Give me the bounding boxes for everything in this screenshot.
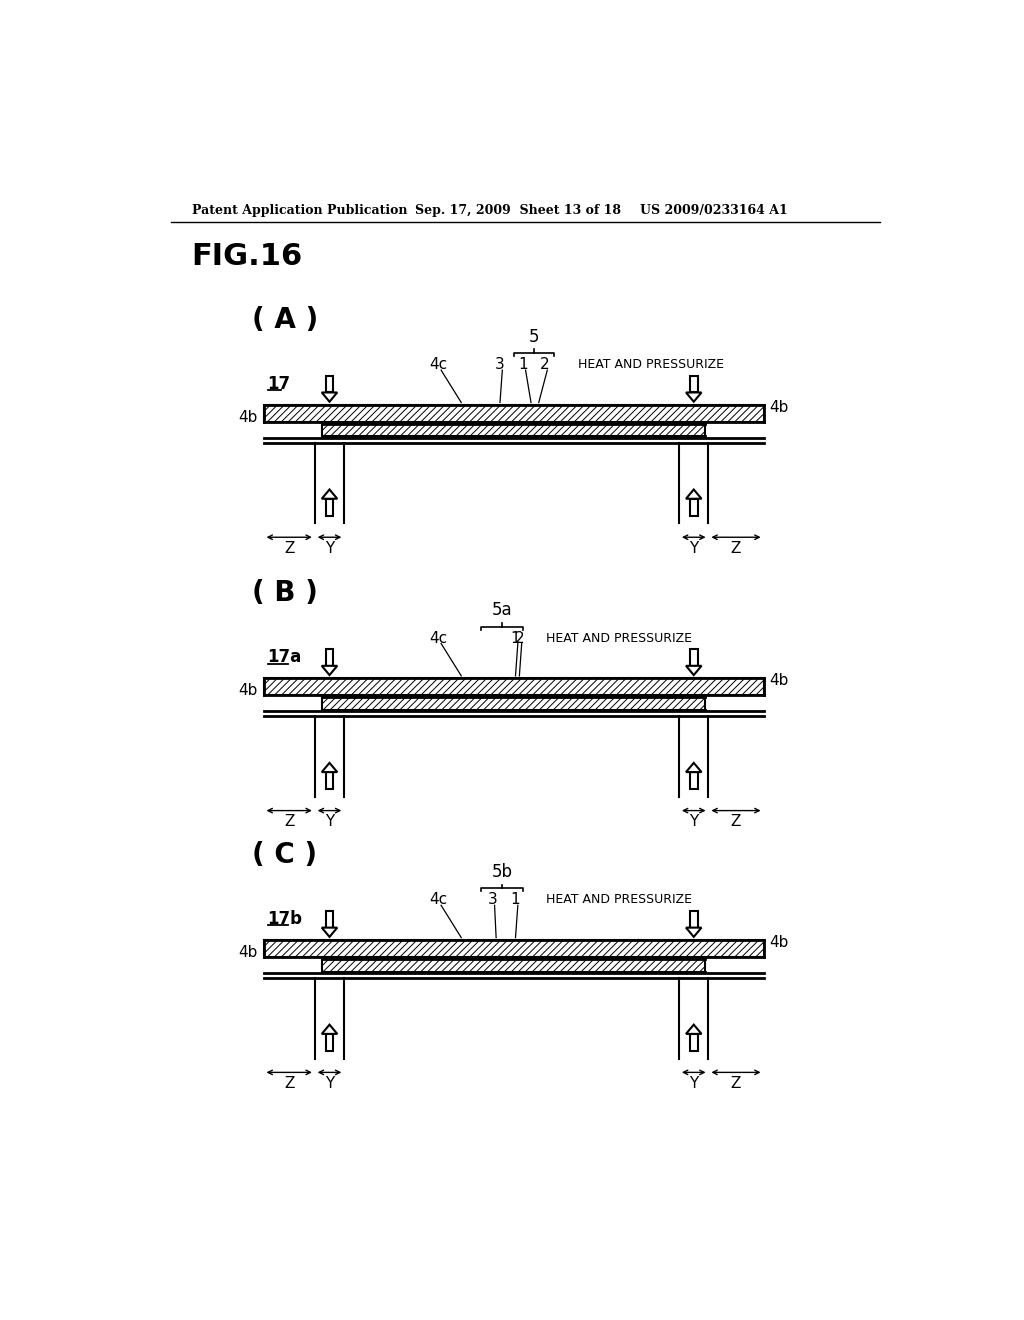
Text: 1: 1 <box>511 892 520 907</box>
Bar <box>690 772 697 789</box>
Text: ( C ): ( C ) <box>252 841 317 870</box>
Bar <box>690 499 697 516</box>
Polygon shape <box>322 763 337 772</box>
Text: Z: Z <box>284 540 294 556</box>
Text: 3: 3 <box>487 892 497 907</box>
Bar <box>326 375 334 392</box>
Text: Y: Y <box>689 814 698 829</box>
Text: Patent Application Publication: Patent Application Publication <box>191 205 408 218</box>
Text: ( B ): ( B ) <box>252 579 317 607</box>
Polygon shape <box>686 1024 701 1034</box>
Text: 17b: 17b <box>267 911 302 928</box>
Text: US 2009/0233164 A1: US 2009/0233164 A1 <box>640 205 787 218</box>
Text: Z: Z <box>731 540 741 556</box>
Bar <box>263 940 764 957</box>
Polygon shape <box>322 665 337 675</box>
Bar <box>690 375 697 392</box>
Bar <box>322 960 706 972</box>
Text: FIG.16: FIG.16 <box>191 243 303 272</box>
Text: Y: Y <box>689 540 698 556</box>
Text: Y: Y <box>325 1076 334 1090</box>
Text: 4b: 4b <box>770 400 790 414</box>
Text: HEAT AND PRESSURIZE: HEAT AND PRESSURIZE <box>547 894 692 907</box>
Polygon shape <box>686 763 701 772</box>
Text: 4c: 4c <box>429 892 447 907</box>
Text: ( A ): ( A ) <box>252 306 318 334</box>
Text: 4b: 4b <box>238 409 257 425</box>
Bar <box>326 1034 334 1051</box>
Text: 2: 2 <box>540 358 550 372</box>
Bar <box>690 649 697 665</box>
Bar <box>326 772 334 789</box>
Bar <box>326 499 334 516</box>
Polygon shape <box>322 392 337 401</box>
Text: 1: 1 <box>511 631 520 645</box>
Polygon shape <box>322 928 337 937</box>
Text: 4b: 4b <box>238 682 257 698</box>
Bar <box>326 911 334 928</box>
Bar <box>322 697 706 710</box>
Text: 4c: 4c <box>429 631 447 645</box>
Text: HEAT AND PRESSURIZE: HEAT AND PRESSURIZE <box>578 358 724 371</box>
Polygon shape <box>686 392 701 401</box>
Bar <box>322 424 706 437</box>
Text: 5b: 5b <box>492 863 512 882</box>
Text: Y: Y <box>325 540 334 556</box>
Text: 4c: 4c <box>429 358 447 372</box>
Text: 3: 3 <box>496 358 505 372</box>
Bar <box>690 1034 697 1051</box>
Text: Z: Z <box>731 1076 741 1090</box>
Text: 4b: 4b <box>770 673 790 688</box>
Text: 4b: 4b <box>238 945 257 960</box>
Polygon shape <box>322 1024 337 1034</box>
Text: 1: 1 <box>518 358 528 372</box>
Text: 17a: 17a <box>267 648 302 667</box>
Text: Z: Z <box>284 1076 294 1090</box>
Bar <box>690 911 697 928</box>
Text: 4b: 4b <box>770 935 790 950</box>
Text: Y: Y <box>689 1076 698 1090</box>
Text: 5: 5 <box>528 329 540 346</box>
Text: Z: Z <box>284 814 294 829</box>
Polygon shape <box>686 665 701 675</box>
Text: 17: 17 <box>267 375 291 393</box>
Bar <box>263 678 764 696</box>
Polygon shape <box>322 490 337 499</box>
Text: 2: 2 <box>515 631 524 645</box>
Bar <box>263 405 764 422</box>
Text: Y: Y <box>325 814 334 829</box>
Text: HEAT AND PRESSURIZE: HEAT AND PRESSURIZE <box>547 631 692 644</box>
Text: 5a: 5a <box>492 602 512 619</box>
Polygon shape <box>686 928 701 937</box>
Text: Sep. 17, 2009  Sheet 13 of 18: Sep. 17, 2009 Sheet 13 of 18 <box>415 205 621 218</box>
Bar <box>326 649 334 665</box>
Polygon shape <box>686 490 701 499</box>
Text: Z: Z <box>731 814 741 829</box>
